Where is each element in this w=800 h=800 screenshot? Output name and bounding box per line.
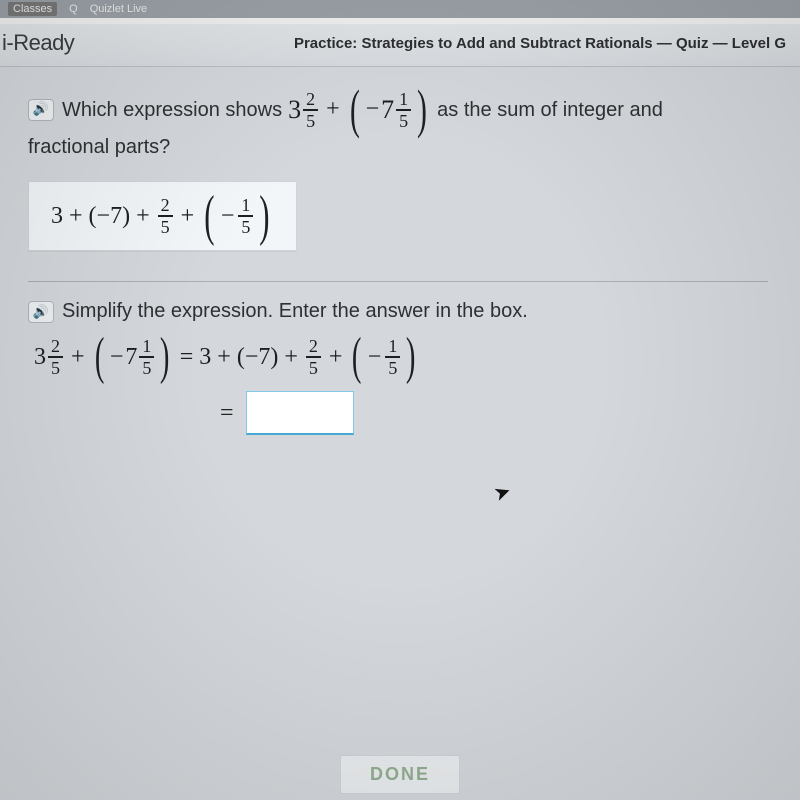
answer-option-selected[interactable]: 3 + (−7) + 25 + ( − 15 )	[28, 181, 297, 251]
section-divider	[28, 281, 768, 282]
mouse-cursor-icon: ➤	[490, 478, 514, 507]
tab-classes[interactable]: Classes	[8, 2, 57, 16]
q2-instruction: Simplify the expression. Enter the answe…	[62, 300, 528, 323]
answer-row: =	[220, 391, 768, 435]
browser-tab-strip: Classes Q Quizlet Live	[0, 0, 800, 18]
lesson-title: Practice: Strategies to Add and Subtract…	[294, 35, 786, 52]
q1-lead: Which expression shows	[62, 91, 282, 129]
done-button[interactable]: DONE	[340, 755, 460, 794]
speaker-icon[interactable]: 🔊	[28, 301, 54, 323]
answer-input[interactable]	[246, 391, 354, 435]
app-header: i i-Ready Practice: Strategies to Add an…	[0, 24, 800, 67]
speaker-icon[interactable]: 🔊	[28, 99, 54, 121]
brand-logo: i i-Ready	[0, 30, 74, 56]
equals-sign: =	[220, 400, 234, 427]
quizlet-q-icon: Q	[69, 3, 78, 15]
equation-line: 3 25 + ( − 7 15 ) = 3 + (−7) + 25 + ( −	[28, 337, 768, 377]
question-1-line-1: 🔊 Which expression shows 3 25 + ( − 7 15…	[28, 85, 768, 134]
q1-tail: as the sum of integer and	[437, 91, 663, 129]
question-1-line-2: fractional parts?	[28, 136, 768, 159]
q1-expression: 3 25 + ( − 7 15 )	[288, 85, 431, 134]
question-2: 🔊 Simplify the expression. Enter the ans…	[28, 300, 768, 435]
tab-quizlet-live[interactable]: Quizlet Live	[90, 3, 147, 15]
content-area: 🔊 Which expression shows 3 25 + ( − 7 15…	[0, 67, 800, 435]
